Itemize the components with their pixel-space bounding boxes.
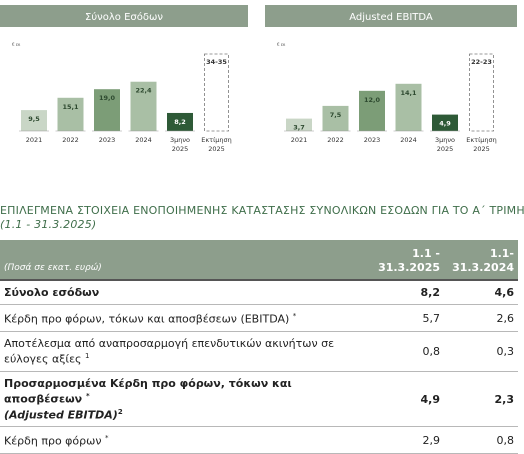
bar (322, 105, 349, 131)
charts: Σύνολο Εσόδων € εκ 9,5 2021 15,1 2022 19,0 2023… (0, 5, 517, 153)
category-label: 2023 (364, 136, 381, 144)
chart-header (265, 5, 517, 27)
chart-title: Adjusted EBITDA (349, 12, 433, 23)
value-label: 22,4 (135, 87, 152, 95)
bar (286, 118, 312, 131)
sub-label: (Adjusted EBITDA) (4, 408, 118, 422)
value-label: 4,9 (439, 120, 451, 128)
bar (359, 90, 385, 131)
value-cell: 0,3 (444, 331, 518, 372)
category-label: 2023 (99, 136, 116, 144)
footnote-mark: 1 (84, 352, 90, 361)
label-text: Κέρδη προ φόρων (4, 435, 102, 449)
footnote-mark: * (105, 434, 109, 443)
value-cell: 2,9 (370, 426, 444, 454)
table-row: Αποτέλεσμα από αναπροσαρμογή επενδυτικών… (0, 331, 518, 372)
category-label: 2021 (291, 136, 308, 144)
category-label: Εκτίμηση 2025 (466, 136, 497, 153)
value-cell: 5,7 (370, 304, 444, 332)
row-label: Σύνολο εσόδων (0, 279, 370, 305)
footnote-mark: * (85, 392, 90, 400)
value-label: 19,0 (99, 94, 116, 102)
category-label: 3μηνο 2025 (170, 136, 190, 153)
section-period: (1.1 - 31.3.2025) (0, 218, 97, 231)
category-label: 2024 (135, 136, 152, 144)
unit-label: € εκ (277, 42, 286, 47)
bar (94, 89, 120, 131)
chart-title: Σύνολο Εσόδων (85, 11, 163, 23)
estimate-box (204, 53, 229, 132)
value-label: 12,0 (364, 96, 381, 104)
row-label: Αποτέλεσμα από αναπροσαρμογή επενδυτικών… (0, 331, 370, 372)
value-cell: 8,2 (370, 279, 444, 305)
chart-header (0, 5, 248, 27)
unit-header: (Ποσά σε εκατ. ευρώ) (4, 263, 102, 273)
row-label: Κέρδη προ φόρων, τόκων και αποσβέσεων (E… (0, 304, 370, 332)
value-cell: 0,8 (370, 331, 444, 372)
category-label: 2021 (26, 136, 43, 144)
header-row: (Ποσά σε εκατ. ευρώ) 1.1 - 31.3.2025 1.1… (0, 240, 518, 280)
label-text: Προσαρμοσμένα Κέρδη προ φόρων, τόκων και… (4, 377, 292, 406)
table: (Ποσά σε εκατ. ευρώ) 1.1 - 31.3.2025 1.1… (0, 240, 518, 454)
chart: Σύνολο Εσόδων € εκ 9,5 2021 15,1 2022 19,0 2023… (0, 5, 248, 153)
bar (432, 114, 458, 131)
bar (395, 83, 422, 131)
value-cell: 2,6 (444, 304, 518, 332)
footnote-mark: 2 (117, 407, 123, 416)
estimate-box (469, 53, 494, 132)
value-label: 9,5 (28, 115, 40, 123)
unit-label: € εκ (12, 42, 21, 47)
estimate-label: 34-35 (206, 58, 227, 66)
col-header: 1.1- 31.3.2024 (452, 247, 514, 274)
category-label: 2022 (62, 136, 79, 144)
value-cell: 2,3 (444, 371, 518, 428)
table-row: Προσαρμοσμένα Κέρδη προ φόρων, τόκων και… (0, 371, 518, 428)
table-row: Κέρδη προ φόρων, τόκων και αποσβέσεων (E… (0, 304, 518, 332)
chart: Adjusted EBITDA € εκ 3,7 2021 7,5 2022 12,0 202… (265, 5, 517, 153)
value-label: 7,5 (330, 111, 342, 119)
table-row: Σύνολο εσόδων 8,2 4,6 (0, 279, 518, 305)
estimate-label: 22-23 (471, 58, 492, 66)
bar (130, 81, 157, 131)
label-text: Κέρδη προ φόρων, τόκων και αποσβέσεων (E… (4, 312, 290, 326)
footnote-mark: * (292, 312, 297, 321)
value-cell: 4,9 (370, 371, 444, 428)
section-title-text: ΕΠΙΛΕΓΜΕΝΑ ΣΤΟΙΧΕΙΑ ΕΝΟΠΟΙΗΜΕΝΗΣ ΚΑΤΑΣΤΑ… (0, 204, 524, 231)
bar (21, 110, 47, 131)
category-label: 2024 (400, 136, 417, 144)
bar (167, 112, 193, 131)
value-label: 8,2 (174, 118, 186, 126)
value-label: 3,7 (293, 124, 305, 132)
value-label: 15,1 (62, 103, 79, 111)
value-cell: 4,6 (444, 279, 518, 305)
row-label: Προσαρμοσμένα Κέρδη προ φόρων, τόκων και… (0, 371, 370, 428)
label-text: Αποτέλεσμα από αναπροσαρμογή επενδυτικών… (4, 337, 335, 366)
category-label: 3μηνο 2025 (435, 136, 455, 153)
label-text: Σύνολο εσόδων (4, 286, 100, 299)
category-label: 2022 (327, 136, 344, 144)
col-header: 1.1 - 31.3.2025 (378, 247, 440, 274)
category-label: Εκτίμηση 2025 (201, 136, 232, 153)
bar (57, 97, 84, 131)
value-label: 14,1 (400, 89, 417, 97)
section-title: ΕΠΙΛΕΓΜΕΝΑ ΣΤΟΙΧΕΙΑ ΕΝΟΠΟΙΗΜΕΝΗΣ ΚΑΤΑΣΤΑ… (0, 204, 524, 232)
